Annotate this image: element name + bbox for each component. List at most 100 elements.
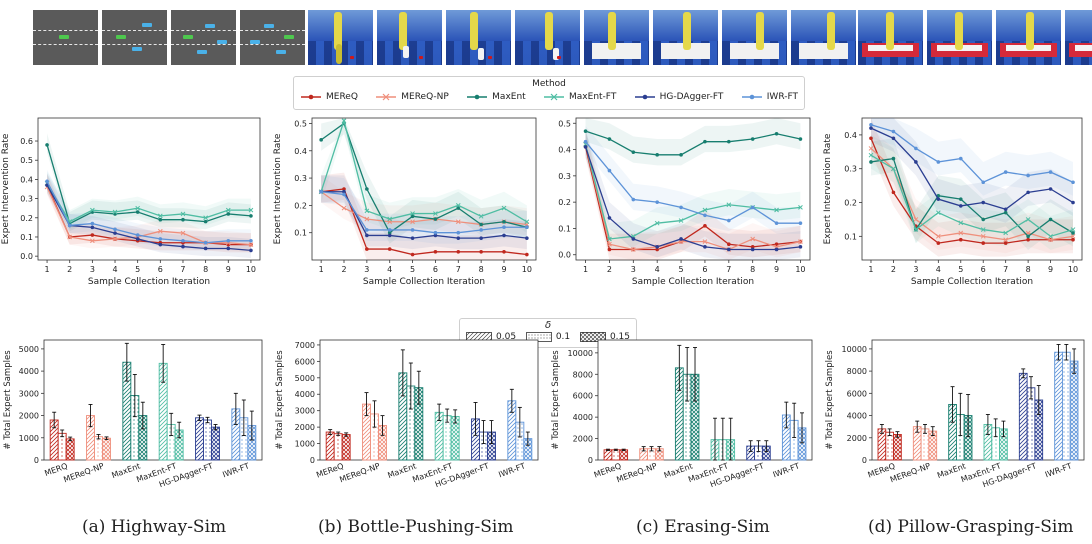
bar-merq-1 xyxy=(57,432,67,461)
point-maxent xyxy=(869,160,873,164)
pillow-frame xyxy=(927,10,992,65)
point-hg-dagger-ft xyxy=(750,247,755,252)
point-mereq xyxy=(525,252,529,257)
point-maxent-ft xyxy=(112,209,118,215)
point-maxent xyxy=(365,187,369,191)
point-iwr-ft xyxy=(249,239,253,243)
band-iwr-ft xyxy=(321,175,527,244)
x-tick-label: 1 xyxy=(868,265,873,274)
series-line-iwr-ft xyxy=(870,124,1074,184)
y-tick-label: 0.5 xyxy=(294,119,307,128)
legend-swatch-icon xyxy=(467,94,488,100)
series-line-hg-dagger-ft xyxy=(584,146,801,251)
y-tick-label: 2000 xyxy=(295,423,315,432)
point-hg-dagger-ft xyxy=(158,242,163,247)
point-maxent xyxy=(433,217,438,221)
highway-frame xyxy=(33,10,98,65)
point-maxent xyxy=(891,156,896,161)
point-hg-dagger-ft xyxy=(365,233,369,238)
point-mereq xyxy=(891,190,896,195)
point-hg-dagger-ft xyxy=(342,189,346,194)
y-tick-label: 0.4 xyxy=(294,147,307,156)
point-maxent-ft xyxy=(524,219,530,225)
point-mereq xyxy=(1026,237,1030,242)
point-maxent xyxy=(45,143,49,147)
point-iwr-ft xyxy=(798,221,803,225)
point-maxent xyxy=(774,131,779,136)
point-maxent-ft xyxy=(341,118,347,124)
point-mereq-np xyxy=(157,228,163,234)
point-maxent-ft xyxy=(501,205,507,211)
point-mereq-np xyxy=(798,239,803,244)
series-line-mereq xyxy=(870,138,1074,244)
point-mereq-np xyxy=(678,239,684,244)
point-maxent xyxy=(727,139,731,144)
point-maxent-ft xyxy=(225,207,231,213)
series-line-maxent-ft xyxy=(870,154,1074,238)
highway-frame xyxy=(171,10,236,65)
x-tick-label: MEReQ-NP xyxy=(615,461,658,484)
pillow-frame xyxy=(996,10,1061,65)
x-tick-label: 4 xyxy=(112,265,117,274)
x-tick-label: 8 xyxy=(479,265,484,274)
legend-label: HG-DAgger-FT xyxy=(659,92,724,102)
point-maxent-ft xyxy=(1048,233,1053,239)
point-mereq-np xyxy=(90,238,95,244)
plot-area xyxy=(43,339,263,461)
x-tick-label: 10 xyxy=(246,265,256,274)
point-mereq-np xyxy=(980,233,986,239)
y-tick-label: 4000 xyxy=(19,367,39,376)
y-tick-label: 0.3 xyxy=(558,172,571,181)
x-tick-label: 8 xyxy=(750,265,755,274)
point-maxent xyxy=(1071,231,1075,235)
point-maxent-ft xyxy=(180,211,186,217)
x-tick-label: 8 xyxy=(203,265,208,274)
x-tick-label: 5 xyxy=(135,265,140,274)
point-mereq xyxy=(456,250,461,254)
y-tick-label: 0.2 xyxy=(20,214,33,223)
point-maxent-ft xyxy=(868,152,874,158)
point-mereq-np xyxy=(1070,233,1076,239)
point-hg-dagger-ft xyxy=(1071,200,1075,205)
plot-area xyxy=(311,117,537,261)
point-maxent-ft xyxy=(387,216,393,222)
point-mereq xyxy=(655,247,659,252)
erasing-frame xyxy=(653,10,718,65)
bar-hg-dagger-ft-0 xyxy=(1018,372,1028,461)
y-axis-label: # Total Expert Samples xyxy=(275,350,285,450)
point-hg-dagger-ft xyxy=(410,236,415,240)
point-maxent xyxy=(750,137,755,141)
y-axis-label: Expert Intervention Rate xyxy=(1,133,11,244)
bar-mereq-0 xyxy=(603,449,613,461)
y-tick-label: 0.2 xyxy=(844,199,857,208)
point-maxent xyxy=(607,137,612,141)
legend-item-mereq-np: MEReQ-NP xyxy=(375,92,449,102)
point-iwr-ft xyxy=(607,168,612,173)
point-iwr-ft xyxy=(583,139,588,144)
y-tick-label: 0.5 xyxy=(20,156,33,165)
point-maxent xyxy=(158,217,163,222)
point-iwr-ft xyxy=(869,122,873,127)
point-maxent xyxy=(249,214,253,218)
y-tick-label: 1000 xyxy=(295,440,315,449)
y-tick-label: 6000 xyxy=(295,357,315,366)
point-mereq xyxy=(958,237,963,242)
point-maxent-ft xyxy=(433,211,438,216)
delta-item-0-1: 0.1 xyxy=(525,332,570,342)
point-iwr-ft xyxy=(958,156,963,161)
caption-highway: (a) Highway-Sim xyxy=(82,517,227,537)
bar-hg-dagger-ft-2 xyxy=(211,426,220,461)
bar-mereq-2 xyxy=(619,449,629,461)
point-maxent-ft xyxy=(678,218,684,223)
caption-bottle: (b) Bottle-Pushing-Sim xyxy=(318,517,514,537)
bar-iwr-ft-2 xyxy=(1069,360,1079,461)
point-mereq xyxy=(342,187,346,191)
point-hg-dagger-ft xyxy=(798,245,803,249)
point-mereq xyxy=(774,242,779,247)
x-tick-label: 7 xyxy=(726,265,731,274)
point-iwr-ft xyxy=(525,225,529,230)
plot-area xyxy=(37,117,261,261)
legend-title: Method xyxy=(532,79,566,89)
band-maxent-ft xyxy=(585,128,801,250)
